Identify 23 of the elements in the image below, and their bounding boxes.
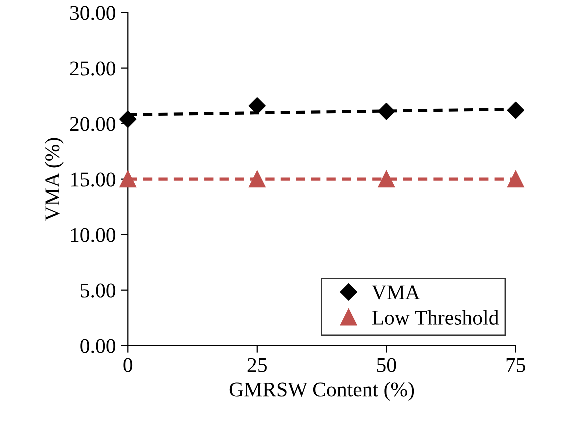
point	[120, 110, 137, 128]
point	[378, 103, 396, 120]
x-tick-label: 25	[248, 358, 267, 372]
point	[508, 171, 524, 188]
point	[120, 171, 136, 188]
y-tick-label: 30.00	[70, 6, 116, 20]
y-tick-label: 25.00	[70, 62, 116, 76]
y-tick-label: 5.00	[81, 284, 116, 298]
legend-label: Low Threshold	[372, 310, 499, 325]
y-tick-label: 0.00	[80, 339, 116, 354]
x-tick-label: 50	[377, 358, 396, 372]
y-tick-label: 15.00	[71, 172, 116, 187]
point	[248, 98, 266, 115]
y-tick-label: 20.00	[70, 117, 116, 132]
y-axis-title: VMA (%)	[45, 138, 64, 222]
x-tick-label: 75	[506, 358, 526, 372]
x-tick-label: 0	[124, 358, 133, 372]
point	[507, 102, 524, 120]
x-axis-title: GMRSW Content (%)	[230, 382, 414, 402]
legend-label: VMA	[372, 286, 420, 300]
point	[249, 171, 266, 188]
point	[378, 171, 395, 188]
y-tick-label: 10.00	[71, 228, 116, 242]
